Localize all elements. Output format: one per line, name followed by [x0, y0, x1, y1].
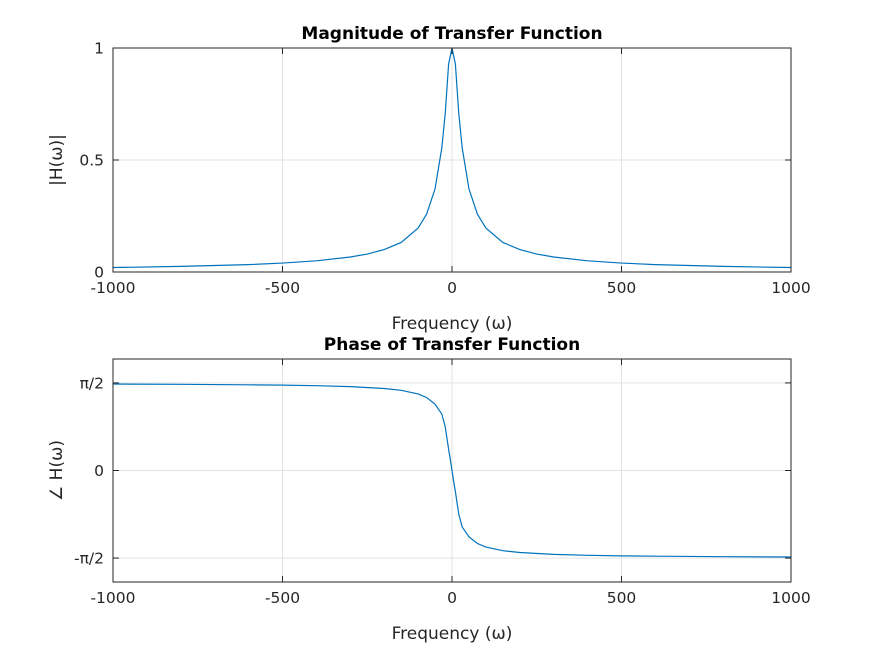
magnitude-x-tick-label: 0: [447, 279, 457, 297]
phase-y-axis-label: ∠ H(ω): [47, 440, 67, 501]
magnitude-y-tick-label: 1: [94, 40, 104, 58]
phase-x-tick-label: 500: [607, 589, 637, 607]
magnitude-y-tick-label: 0.5: [79, 152, 104, 170]
phase-x-tick-label: -1000: [90, 589, 135, 607]
magnitude-x-tick-label: -500: [265, 279, 300, 297]
magnitude-y-axis-label: |H(ω)|: [47, 134, 67, 186]
magnitude-x-tick-label: -1000: [90, 279, 135, 297]
phase-x-axis-label: Frequency (ω): [392, 624, 513, 644]
magnitude-x-tick-label: 500: [607, 279, 637, 297]
phase-x-tick-label: -500: [265, 589, 300, 607]
phase-x-tick-label: 1000: [771, 589, 810, 607]
phase-series-line: [112, 383, 792, 558]
phase-y-tick-label: -π/2: [74, 550, 104, 568]
phase-axes: -1000 -500 0 500 1000 -π/2 0 π/2 Phase of Transf…: [47, 335, 811, 644]
phase-y-tick-label: 0: [94, 462, 104, 480]
magnitude-y-tick-label: 0: [94, 264, 104, 282]
phase-title: Phase of Transfer Function: [324, 335, 580, 355]
magnitude-x-tick-label: 1000: [771, 279, 810, 297]
magnitude-x-axis-label: Frequency (ω): [392, 314, 513, 334]
magnitude-title: Magnitude of Transfer Function: [301, 24, 602, 44]
phase-y-tick-label: π/2: [80, 374, 104, 392]
magnitude-axes: -1000 -500 0 500 1000 0 0.5 1 Magnitude of Trans…: [47, 24, 811, 334]
phase-x-tick-label: 0: [447, 589, 457, 607]
